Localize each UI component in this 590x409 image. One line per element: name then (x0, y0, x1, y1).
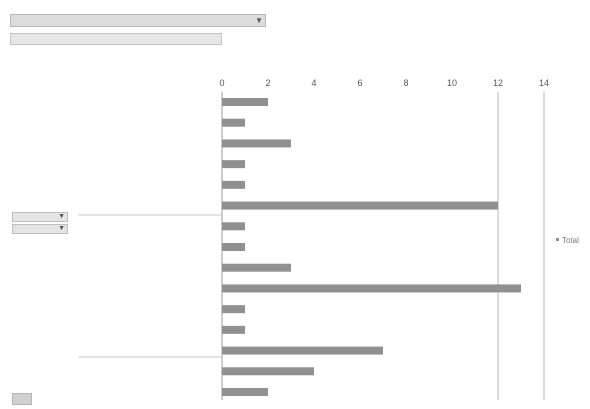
bar (222, 346, 383, 355)
bar (222, 388, 268, 396)
x-tick-label: 6 (357, 78, 362, 88)
bar (222, 284, 521, 293)
bar (222, 180, 245, 189)
x-tick-label: 4 (311, 78, 316, 88)
bar (222, 118, 245, 127)
legend-entry-total: Total (562, 236, 579, 245)
bar (222, 367, 314, 376)
x-tick-label: 2 (265, 78, 270, 88)
row-field-filter-2[interactable]: ▼ (12, 224, 68, 234)
row-field-filter-1[interactable]: ▼ (12, 212, 68, 222)
bar (222, 305, 245, 314)
bar (222, 160, 245, 169)
bar (222, 98, 268, 106)
field-buttons-toggle[interactable] (12, 393, 32, 405)
chart-filter-dropdown[interactable]: ▼ (10, 14, 266, 27)
bar (222, 243, 245, 251)
x-tick-label: 0 (219, 78, 224, 88)
chevron-down-icon[interactable]: ▼ (58, 225, 65, 232)
x-tick-label: 12 (493, 78, 503, 88)
x-tick-label: 14 (539, 78, 549, 88)
legend-swatch (556, 238, 559, 241)
bar (222, 263, 291, 272)
bar (222, 222, 245, 231)
bar (222, 201, 498, 210)
chevron-down-icon[interactable]: ▼ (58, 213, 65, 220)
bar (222, 139, 291, 148)
chart-filter-summary (10, 33, 222, 45)
x-tick-label: 8 (403, 78, 408, 88)
x-tick-label: 10 (447, 78, 457, 88)
bar (222, 325, 245, 334)
chevron-down-icon[interactable]: ▼ (255, 16, 263, 25)
